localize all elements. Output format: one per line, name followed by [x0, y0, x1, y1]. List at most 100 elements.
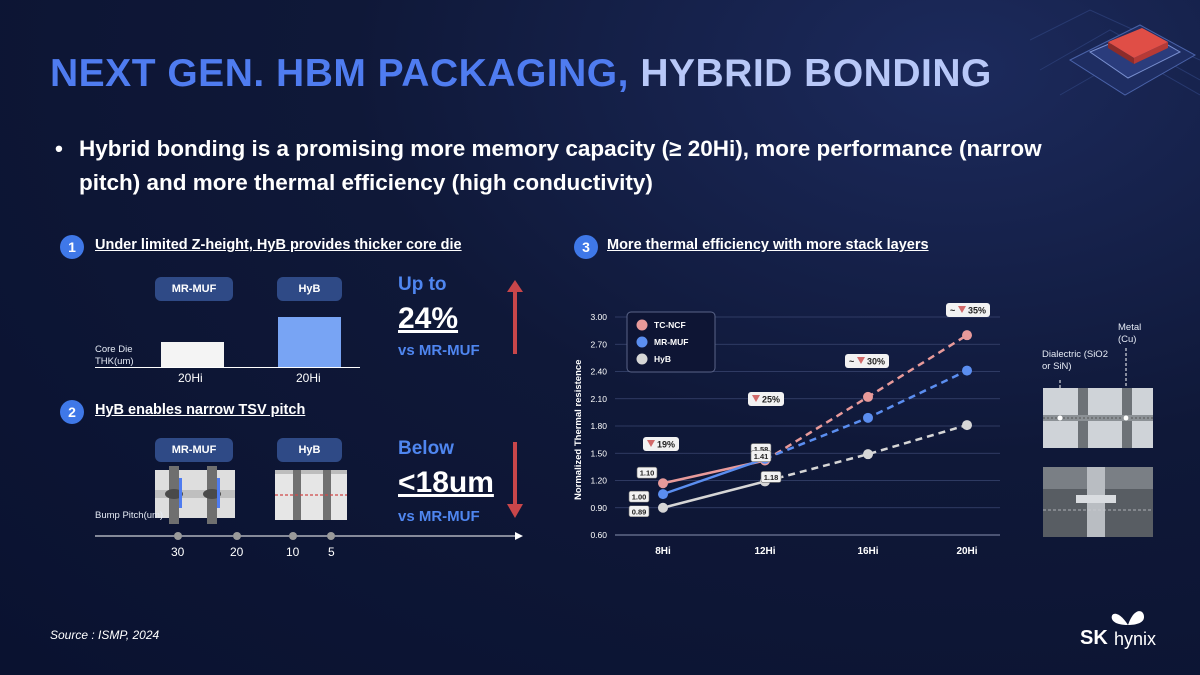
hybrid-bond-cross-section — [1043, 348, 1153, 537]
section1-highlight-value: 24% — [398, 302, 459, 335]
core-die-bar-mrmuf — [161, 342, 224, 367]
legend-marker — [636, 319, 648, 331]
section1-axis-label: Core Die THK(um) — [95, 344, 134, 367]
data-label: 1.00 — [628, 490, 650, 503]
section2-highlight-prefix: Below — [398, 438, 454, 459]
annotation-text: 25% — [762, 395, 780, 405]
page-title: NEXT GEN. HBM PACKAGING, HYBRID BONDING — [50, 52, 992, 96]
x-tick-label: 8Hi — [655, 546, 671, 557]
x-tick-label: 16Hi — [857, 546, 878, 557]
section1-pill-hyb: HyB — [277, 277, 342, 301]
series-line-solid — [662, 480, 766, 509]
chart-ylabel: Normalized Thermal resistence — [573, 360, 584, 500]
title-part1: NEXT GEN. HBM PACKAGING, — [50, 52, 629, 95]
section2-pill-mrmuf: MR-MUF — [155, 438, 233, 462]
data-label-box — [628, 505, 650, 518]
mrmuf-bump-illustration — [155, 466, 235, 524]
section3-number: 3 — [574, 235, 598, 259]
pitch-axis — [95, 532, 523, 540]
data-label: 1.18 — [760, 471, 782, 483]
y-tick-label: 1.80 — [590, 421, 607, 431]
x-tick-label: 20Hi — [956, 546, 977, 557]
reduction-annotation: ~35% — [946, 303, 990, 317]
metal-label: Metal (Cu) — [1118, 322, 1142, 345]
reduction-annotation: 25% — [748, 392, 784, 406]
y-tick-label: 0.60 — [590, 530, 607, 540]
key-statement-text: Hybrid bonding is a promising more memor… — [79, 136, 1042, 195]
y-tick-label: 1.50 — [590, 448, 607, 458]
annotation-tilde: ~ — [950, 306, 955, 316]
bullet-dot: • — [55, 136, 63, 161]
series-line-solid — [662, 457, 766, 496]
logo-sk: SK — [1080, 627, 1108, 649]
data-point — [658, 489, 668, 500]
data-point — [962, 365, 972, 376]
pitch-tick-10: 10 — [286, 545, 300, 559]
down-triangle-icon — [647, 440, 655, 447]
data-point — [863, 412, 873, 423]
core-die-bar-hyb — [278, 317, 341, 367]
logo-hynix: hynix — [1114, 629, 1157, 649]
y-tick-label: 3.00 — [590, 312, 607, 322]
data-label-text: 1.10 — [640, 469, 655, 478]
data-point — [658, 478, 668, 489]
bar-label-mrmuf: 20Hi — [178, 371, 203, 385]
data-label: 1.10 — [636, 466, 658, 479]
section1-number: 1 — [60, 235, 84, 259]
legend-box — [626, 311, 716, 373]
data-label-text: 1.58 — [754, 445, 769, 454]
annotation-text: 35% — [968, 306, 986, 316]
data-label-text: 0.89 — [632, 507, 647, 516]
data-label-box — [760, 471, 782, 483]
annotation-text: 19% — [657, 440, 675, 450]
down-triangle-icon — [958, 306, 966, 313]
section2-highlight-suffix: vs MR-MUF — [398, 508, 480, 525]
legend-label: HyB — [654, 354, 671, 364]
data-label-text: 1.00 — [632, 493, 647, 502]
annotation-box — [946, 303, 990, 317]
annotation-text: 30% — [867, 357, 885, 367]
data-point — [658, 502, 668, 513]
x-tick-label: 12Hi — [754, 546, 775, 557]
section3-title: More thermal efficiency with more stack … — [607, 237, 929, 253]
title-part2: HYBRID BONDING — [640, 52, 992, 95]
data-label: 1.41 — [750, 450, 772, 462]
data-label: 0.89 — [628, 505, 650, 518]
section2-axis-label: Bump Pitch(um) — [95, 510, 164, 521]
pitch-tick-20: 20 — [230, 545, 244, 559]
data-point — [863, 391, 873, 402]
legend-marker — [636, 336, 648, 348]
section1-highlight-suffix: vs MR-MUF — [398, 342, 480, 359]
data-label-box — [636, 466, 658, 479]
legend-marker — [636, 353, 648, 365]
annotation-box — [845, 354, 889, 368]
up-arrow-icon — [507, 280, 523, 354]
bar-label-hyb: 20Hi — [296, 371, 321, 385]
section2-title: HyB enables narrow TSV pitch — [95, 402, 306, 418]
chip-illustration — [1030, 9, 1200, 96]
source-note: Source : ISMP, 2024 — [50, 628, 160, 642]
thermal-resistance-chart: 0.60 0.90 1.20 1.50 1.80 2.10 2.40 2.70 3.00 8Hi 1… — [573, 303, 1000, 557]
annotation-tilde: ~ — [849, 357, 854, 367]
logo-butterfly-icon — [1111, 611, 1144, 625]
section1-pill-mrmuf: MR-MUF — [155, 277, 233, 301]
data-point — [962, 330, 972, 341]
section2-number: 2 — [60, 400, 84, 424]
y-tick-label: 0.90 — [590, 503, 607, 513]
data-label-box — [628, 490, 650, 503]
section1-highlight-prefix: Up to — [398, 274, 447, 295]
reduction-annotation: 19% — [643, 437, 679, 451]
pitch-tick-30: 30 — [171, 545, 185, 559]
data-label-text: 1.41 — [754, 452, 769, 461]
dielectric-label: Dialectric (SiO2 or SiN) — [1042, 349, 1108, 372]
legend-label: TC-NCF — [654, 320, 686, 330]
y-tick-label: 2.10 — [590, 394, 607, 404]
data-point — [962, 420, 972, 431]
section1-title: Under limited Z-height, HyB provides thi… — [95, 237, 462, 253]
down-triangle-icon — [857, 357, 865, 364]
down-arrow-icon — [507, 442, 523, 518]
data-label-box — [750, 450, 772, 462]
y-tick-label: 1.20 — [590, 476, 607, 486]
section2-highlight-value: <18um — [398, 466, 494, 499]
reduction-annotation: ~30% — [845, 354, 889, 368]
